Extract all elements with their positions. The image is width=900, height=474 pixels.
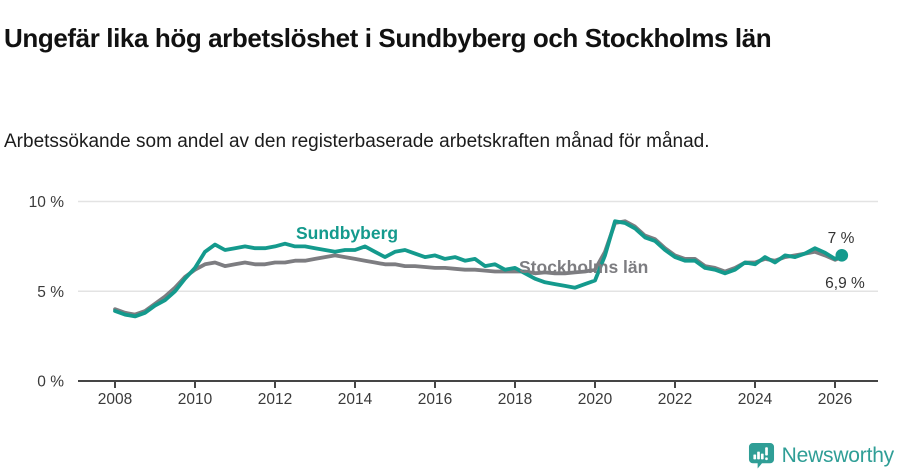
y-axis-tick-label: 5 % xyxy=(37,284,64,301)
x-axis-tick-label: 2014 xyxy=(338,391,373,408)
line-chart-svg: 0 % 5 % 10 % 2008 2010 2012 2014 2016 2018 2020 20… xyxy=(29,194,878,408)
x-axis-tick-label: 2016 xyxy=(418,391,452,408)
newsworthy-logo-icon xyxy=(748,442,774,469)
latest-value-dot xyxy=(835,249,849,262)
page-subtitle: Arbetssökande som andel av den registerb… xyxy=(4,131,710,152)
series-label-sundbyberg: Sundbyberg xyxy=(296,223,398,243)
series-label-stockholm: Stockholms län xyxy=(519,257,648,277)
series-line-stockholm xyxy=(113,219,844,317)
latest-value-label-sundbyberg: 7 % xyxy=(828,230,855,247)
y-axis-tick-label: 0 % xyxy=(37,374,64,391)
latest-value-label-stockholm: 6,9 % xyxy=(825,275,865,292)
x-axis-tick-label: 2008 xyxy=(98,391,132,408)
series-line-sundbyberg xyxy=(113,219,844,319)
newsworthy-logo[interactable]: Newsworthy xyxy=(748,442,894,469)
y-axis-tick-label: 10 % xyxy=(29,194,65,211)
x-axis-tick-label: 2020 xyxy=(578,391,613,408)
x-axis-tick-label: 2018 xyxy=(498,391,532,408)
x-axis-tick-label: 2010 xyxy=(178,391,213,408)
x-axis-tick-label: 2026 xyxy=(818,391,852,408)
page-title: Ungefär lika hög arbetslöshet i Sundbybe… xyxy=(4,23,772,54)
x-axis-tick-label: 2022 xyxy=(658,391,692,408)
newsworthy-logo-text: Newsworthy xyxy=(781,443,895,467)
x-axis-tick-label: 2024 xyxy=(738,391,773,408)
x-axis-tick-label: 2012 xyxy=(258,391,292,408)
line-chart: 0 % 5 % 10 % 2008 2010 2012 2014 2016 2018 2020 20… xyxy=(0,185,900,420)
